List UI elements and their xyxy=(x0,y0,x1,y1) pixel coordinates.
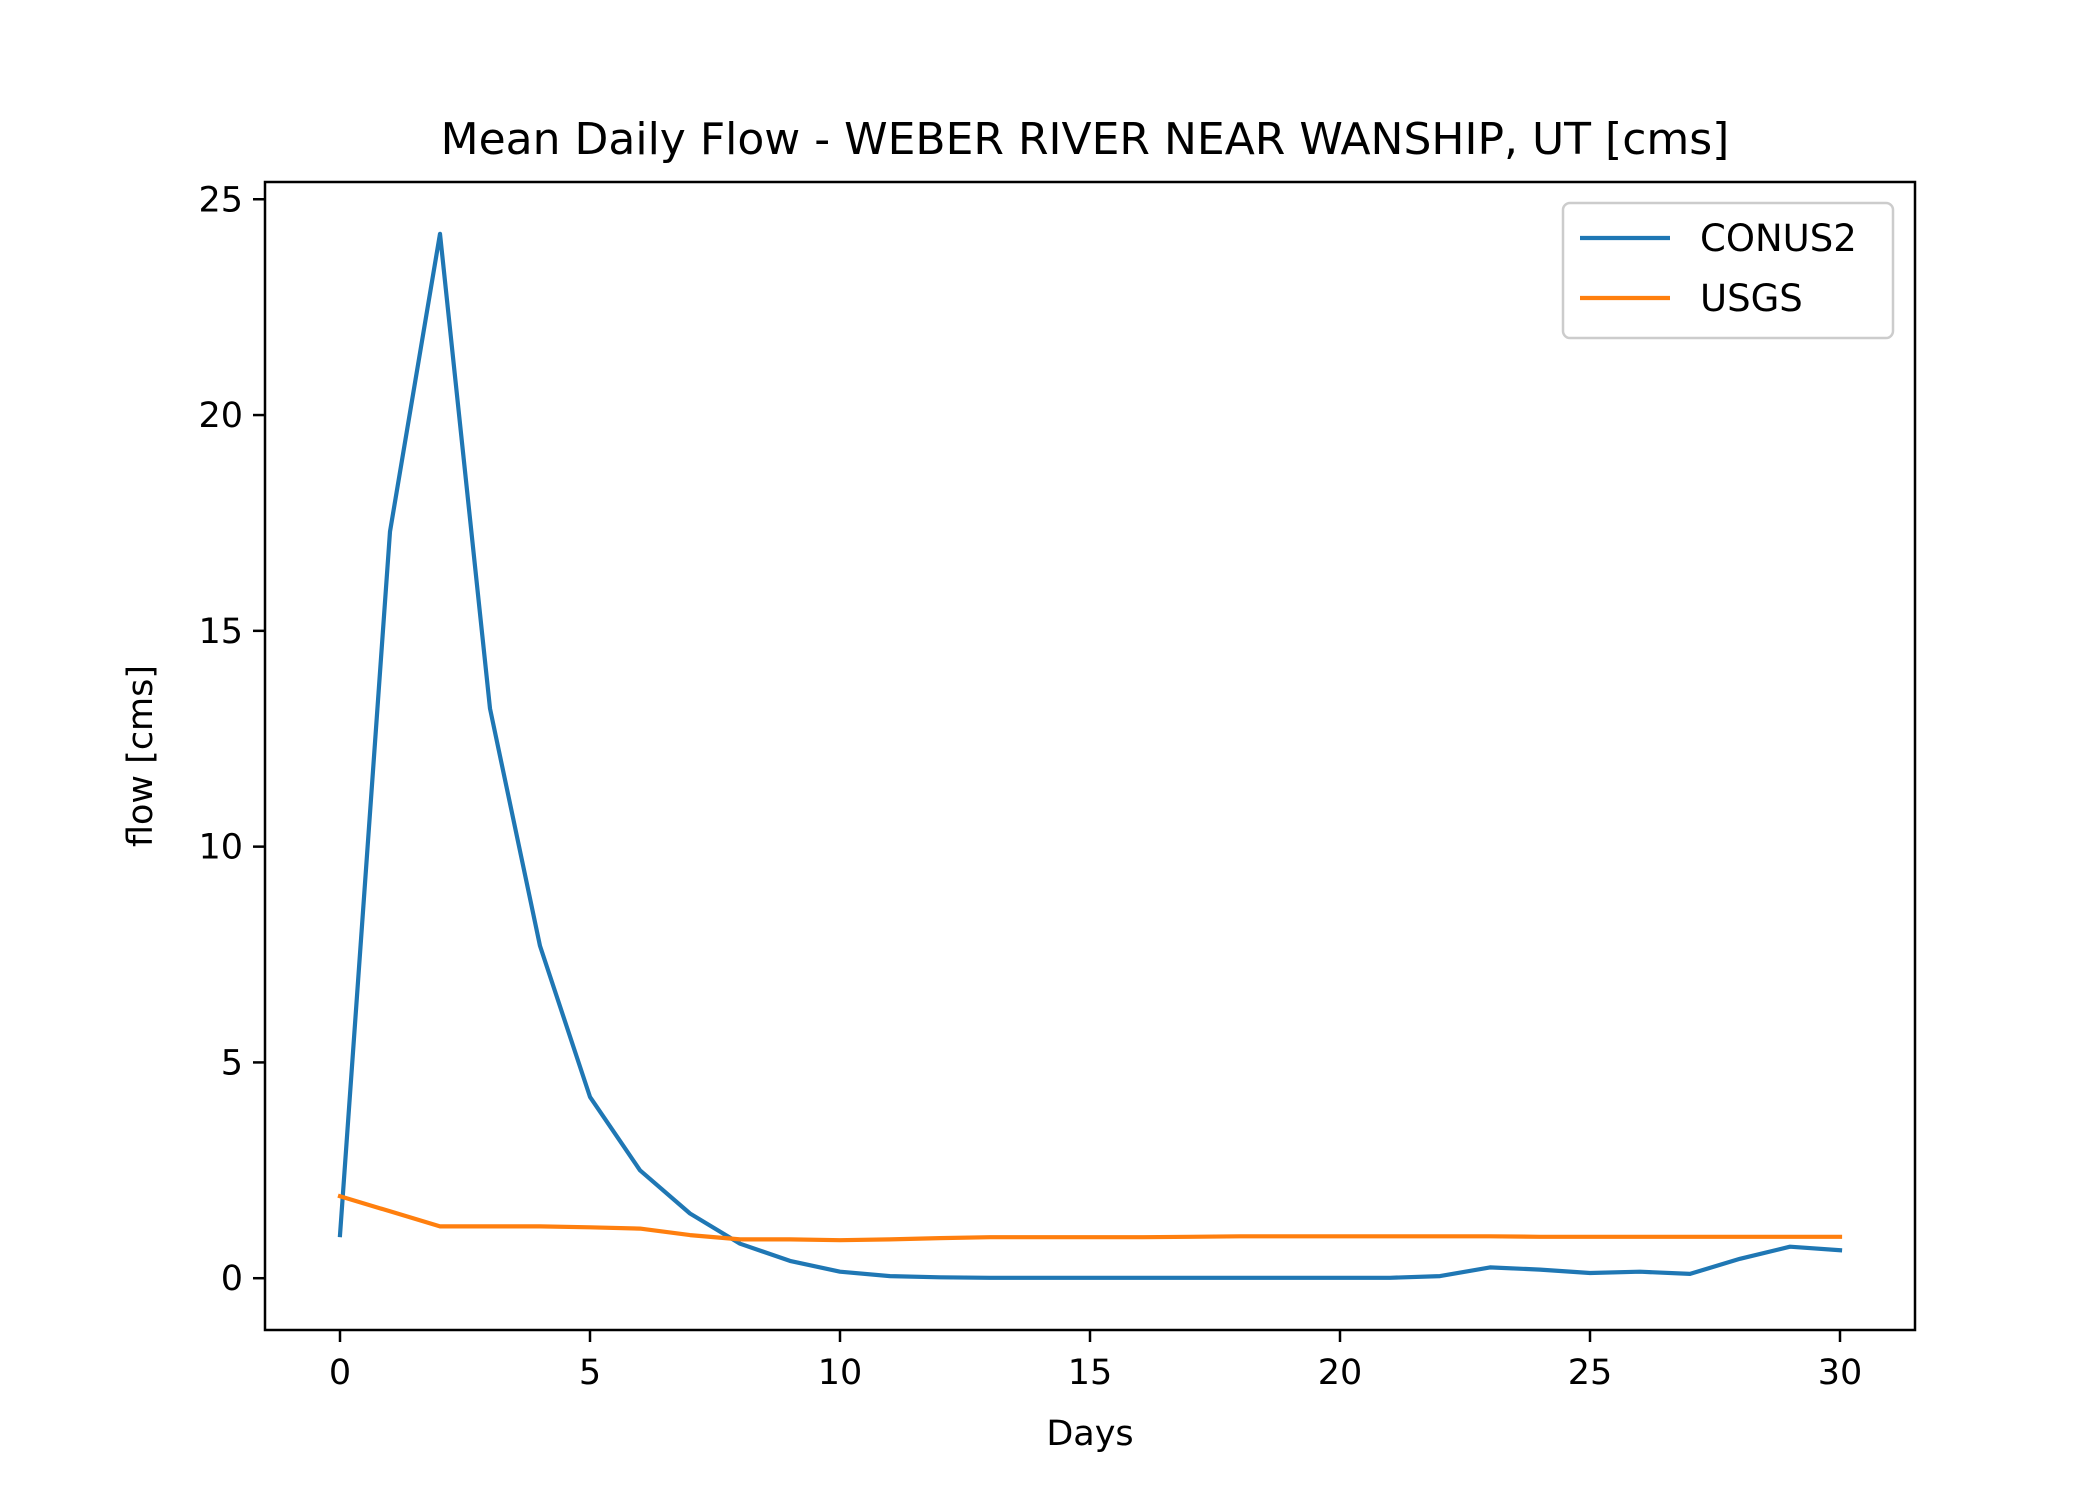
x-axis: 0 5 10 15 20 25 30 xyxy=(329,1330,1862,1393)
chart-title: Mean Daily Flow - WEBER RIVER NEAR WANSH… xyxy=(441,114,1730,165)
x-tick-label: 10 xyxy=(818,1353,863,1393)
y-axis: 0 5 10 15 20 25 xyxy=(198,180,265,1299)
x-tick-label: 25 xyxy=(1568,1353,1613,1393)
series-line-conus2 xyxy=(337,231,1843,1280)
x-axis-label: Days xyxy=(1046,1414,1133,1454)
y-axis-label: flow [cms] xyxy=(121,665,161,847)
y-tick-label: 10 xyxy=(198,828,243,868)
y-tick-label: 20 xyxy=(198,396,243,436)
x-tick-label: 20 xyxy=(1318,1353,1363,1393)
series-layer xyxy=(337,231,1843,1280)
x-tick-label: 5 xyxy=(579,1353,601,1393)
series-line-usgs xyxy=(337,1193,1843,1243)
y-tick-label: 5 xyxy=(221,1043,243,1083)
legend-label-conus2: CONUS2 xyxy=(1700,217,1857,260)
legend-label-usgs: USGS xyxy=(1700,277,1803,320)
y-tick-label: 0 xyxy=(221,1259,243,1299)
y-tick-label: 25 xyxy=(198,180,243,220)
x-tick-label: 0 xyxy=(329,1353,351,1393)
x-tick-label: 30 xyxy=(1818,1353,1863,1393)
legend: CONUS2 USGS xyxy=(1561,201,1895,340)
y-tick-label: 15 xyxy=(198,612,243,652)
x-tick-label: 15 xyxy=(1068,1353,1113,1393)
